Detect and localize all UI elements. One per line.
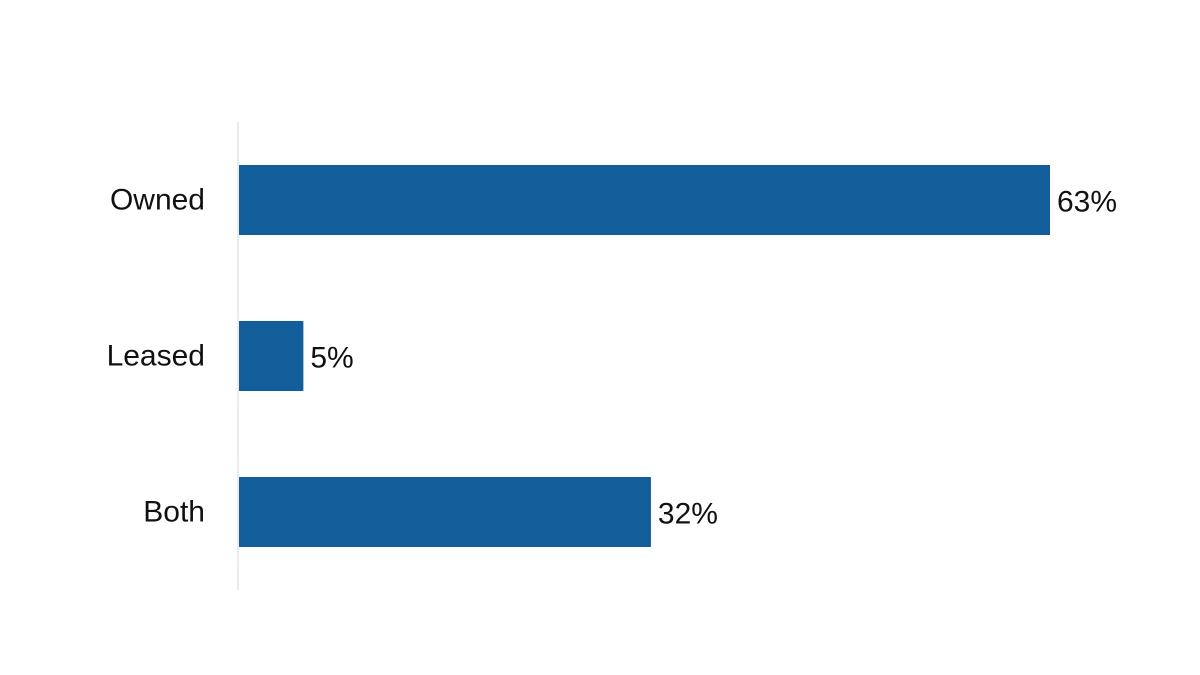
category-label-owned: Owned: [110, 184, 205, 217]
category-label-leased: Leased: [107, 340, 205, 373]
bars-group: [239, 165, 1050, 547]
bar-leased: [239, 321, 304, 391]
value-label-leased: 5%: [310, 342, 353, 375]
value-label-owned: 63%: [1057, 186, 1117, 219]
value-label-both: 32%: [658, 498, 718, 531]
bar-both: [239, 477, 651, 547]
category-label-both: Both: [143, 496, 205, 529]
bar-owned: [239, 165, 1050, 235]
labels-group: Owned 63% Leased 5% Both 32%: [107, 184, 1117, 531]
